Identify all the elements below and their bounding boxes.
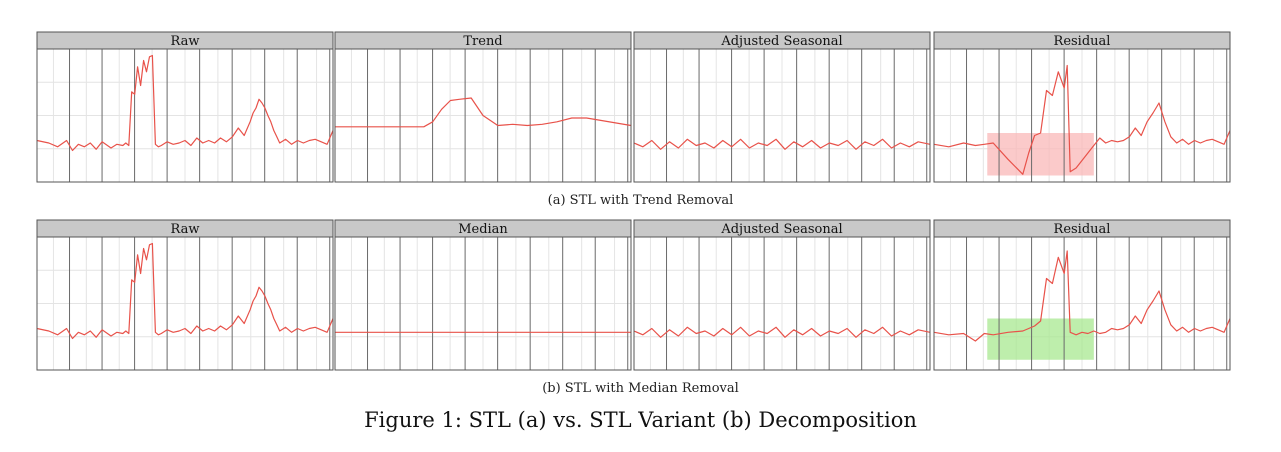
subfigure-caption-a: (a) STL with Trend Removal: [547, 193, 734, 208]
panel-title: Adjusted Seasonal: [720, 34, 842, 49]
panel-title: Residual: [1054, 34, 1111, 49]
series-line: [933, 250, 1231, 342]
plot-frame: [633, 48, 931, 183]
figure-caption: Figure 1: STL (a) vs. STL Variant (b) De…: [364, 408, 917, 432]
plot-frame: [36, 236, 334, 371]
series-line: [335, 97, 632, 128]
panel-title: Trend: [463, 34, 502, 49]
series-line: [633, 138, 931, 150]
series-line: [36, 54, 334, 152]
plot-frame: [633, 236, 931, 371]
plot-frame: [334, 48, 632, 183]
plot-frame: [933, 236, 1231, 371]
plot-frame: [933, 48, 1231, 183]
series-line: [36, 242, 334, 340]
series-line: [933, 64, 1231, 175]
panel-title: Raw: [171, 222, 200, 237]
anomaly-highlight: [987, 318, 1094, 360]
plot-frame: [36, 48, 334, 183]
subfigure-caption-b: (b) STL with Median Removal: [542, 381, 739, 396]
series-line: [633, 326, 931, 338]
panel-title: Residual: [1054, 222, 1111, 237]
panel-title: Median: [458, 222, 508, 237]
plot-frame: [334, 236, 632, 371]
panel-title: Adjusted Seasonal: [720, 222, 842, 237]
panel-title: Raw: [171, 34, 200, 49]
